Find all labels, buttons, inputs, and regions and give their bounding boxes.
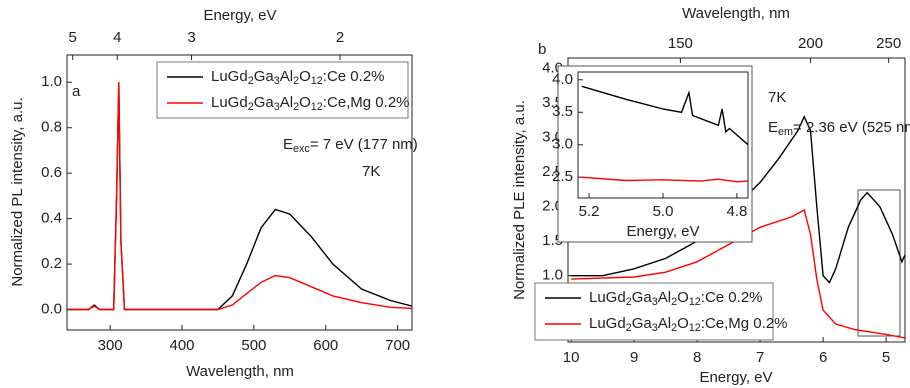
y-tick-label: 3.5: [552, 103, 573, 120]
x2-tick-label: 3: [187, 29, 195, 46]
x-tick-label: 300: [98, 337, 123, 354]
y-axis-label: Normalized PL intensity, a.u.: [9, 97, 26, 286]
y-tick-label: 0.8: [41, 119, 62, 136]
series-group: [571, 115, 905, 339]
legend-label: LuGd2Ga3Al2O12:Ce,Mg 0.2%: [211, 94, 410, 113]
y-tick-label: 1.0: [542, 267, 563, 284]
x-axis-label: Wavelength, nm: [186, 363, 294, 380]
x-tick-label: 5.0: [653, 203, 674, 220]
x-tick-label: 4.8: [726, 203, 747, 220]
x2-tick-label: 250: [876, 35, 901, 52]
x-tick-label: 700: [385, 337, 410, 354]
x-tick-label: 6: [819, 349, 827, 366]
line: [581, 85, 748, 146]
annotation: Eem= 2.36 eV (525 nm): [768, 119, 910, 138]
legend-label: LuGd2Ga3Al2O12:Ce 0.2%: [211, 68, 385, 87]
x-tick-label: 5: [882, 349, 890, 366]
y-tick-label: 1.0: [41, 73, 62, 90]
x2-axis-label: Energy, eV: [203, 7, 276, 24]
x-axis-label: Energy, eV: [626, 223, 699, 240]
plot-frame: [66, 54, 413, 331]
annotation: b: [538, 41, 546, 58]
inset-frame: [557, 65, 753, 243]
series-group: [67, 82, 412, 311]
x-tick-label: 9: [630, 349, 638, 366]
legend-box: [534, 282, 774, 341]
y-tick-label: 0.2: [41, 255, 62, 272]
x-axis-label: Energy, eV: [699, 369, 772, 386]
x-tick-label: 5.2: [579, 203, 600, 220]
x2-tick-label: 5: [69, 29, 77, 46]
y-axis-label: Normalized PLE intensity, a.u.: [511, 100, 528, 300]
legend-label: LuGd2Ga3Al2O12:Ce,Mg 0.2%: [589, 315, 788, 334]
panel: 300 400 500 600 700 0.0 0.2 0.4 0.6 0.8 1.0 5 4 3 2 Wav…: [9, 7, 418, 380]
x-tick-label: 7: [756, 349, 764, 366]
line: [581, 176, 748, 183]
y-tick-label: 0.4: [41, 210, 62, 227]
x2-tick-label: 150: [668, 35, 693, 52]
line: [571, 208, 905, 339]
y-tick-label: 3.0: [552, 136, 573, 153]
annotation: a: [72, 83, 81, 100]
line: [571, 115, 905, 284]
annotation: Eexc= 7 eV (177 nm): [283, 136, 418, 155]
inset: 5.2 5.0 4.8 2.5 3.0 3.5 4.0 Energy, eV: [552, 65, 753, 243]
x2-tick-label: 200: [798, 35, 823, 52]
legend-label: LuGd2Ga3Al2O12:Ce 0.2%: [589, 289, 763, 308]
x-tick-label: 600: [313, 337, 338, 354]
x-tick-label: 500: [241, 337, 266, 354]
x2-tick-label: 2: [336, 29, 344, 46]
legend-box: [156, 61, 409, 119]
y-tick-label: 0.0: [41, 301, 62, 318]
y-tick-label: 4.0: [552, 71, 573, 88]
line: [67, 82, 412, 311]
annotation: 7K: [362, 163, 380, 180]
x-tick-label: 10: [563, 349, 580, 366]
x-tick-label: 8: [693, 349, 701, 366]
y-tick-label: 0.6: [41, 164, 62, 181]
x2-tick-label: 4: [113, 29, 121, 46]
x-tick-label: 400: [169, 337, 194, 354]
plot-frame: [577, 71, 749, 199]
annotation: 7K: [768, 89, 786, 106]
y-tick-label: 2.5: [552, 168, 573, 185]
highlight-box: [857, 189, 901, 337]
series-group: [581, 85, 748, 183]
x2-axis-label: Wavelength, nm: [682, 5, 790, 22]
